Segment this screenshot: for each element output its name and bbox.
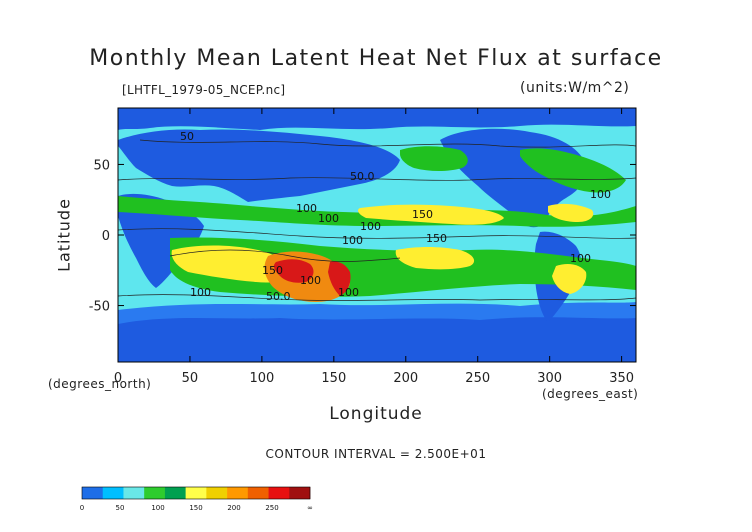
contour-value-label: 150 bbox=[426, 232, 447, 245]
contour-line bbox=[117, 177, 637, 181]
tasman-high-red bbox=[328, 261, 351, 296]
colorbar-swatch bbox=[206, 487, 228, 499]
x-tick-label: 150 bbox=[321, 371, 346, 386]
y-axis-unit-label: (degrees_north) bbox=[48, 377, 152, 391]
arctic-low-region bbox=[118, 108, 636, 130]
x-tick-label: 300 bbox=[537, 371, 562, 386]
contour-line bbox=[139, 139, 637, 148]
contour-line bbox=[117, 228, 637, 239]
southern-ocean-blue-band bbox=[118, 302, 636, 324]
colorbar-frame bbox=[81, 486, 311, 500]
colorbar-swatch bbox=[289, 487, 311, 499]
contour-value-label: 100 bbox=[590, 188, 611, 201]
colorbar-swatch bbox=[185, 487, 207, 499]
south-pacific-yellow bbox=[395, 247, 475, 270]
contour-value-label: 100 bbox=[300, 274, 321, 287]
y-axis-ticks: 50 0 -50 bbox=[89, 158, 636, 315]
colorbar-swatch bbox=[227, 487, 249, 499]
north-atlantic-green bbox=[520, 148, 626, 193]
x-tick-label: 50 bbox=[182, 371, 199, 386]
contour-value-label: 100 bbox=[296, 202, 317, 215]
chart-title: Monthly Mean Latent Heat Net Flux at sur… bbox=[89, 46, 663, 71]
contour-value-label: 100 bbox=[338, 286, 359, 299]
contour-value-label: 100 bbox=[342, 234, 363, 247]
x-tick-label: 200 bbox=[393, 371, 418, 386]
colorbar-level-label: 250 bbox=[265, 504, 278, 512]
colorbar-level-label: 150 bbox=[189, 504, 202, 512]
colorbar-swatch bbox=[82, 487, 104, 499]
contour-value-label: 150 bbox=[412, 208, 433, 221]
contour-value-label: 150 bbox=[262, 264, 283, 277]
colorbar-swatch bbox=[144, 487, 166, 499]
colorbar-level-label: 200 bbox=[227, 504, 240, 512]
colorbar-swatch bbox=[247, 487, 269, 499]
north-pacific-green bbox=[400, 146, 468, 171]
colorbar-swatch bbox=[123, 487, 145, 499]
colorbar-swatch bbox=[164, 487, 186, 499]
map-plot bbox=[117, 107, 637, 363]
x-tick-label: 100 bbox=[249, 371, 274, 386]
antarctic-low-region bbox=[118, 314, 636, 362]
colorbar-level-label: 0 bbox=[80, 504, 84, 512]
west-pacific-yellow bbox=[548, 203, 594, 222]
contour-interval-label: CONTOUR INTERVAL = 2.500E+01 bbox=[265, 447, 487, 461]
north-pacific-yellow bbox=[358, 204, 504, 225]
contour-lines bbox=[117, 139, 637, 301]
x-tick-label: 350 bbox=[609, 371, 634, 386]
australia-high-red bbox=[273, 259, 314, 283]
contour-value-label: 50.0 bbox=[266, 290, 291, 303]
colorbar-level-label: 50 bbox=[116, 504, 125, 512]
file-label: [LHTFL_1979-05_NCEP.nc] bbox=[122, 83, 286, 97]
x-axis-label: Longitude bbox=[329, 404, 423, 424]
x-axis-ticks: 0 50 100 150 200 250 300 350 bbox=[114, 108, 634, 386]
contour-line bbox=[117, 294, 637, 301]
contour-value-label: 100 bbox=[190, 286, 211, 299]
colorbar-swatch bbox=[102, 487, 124, 499]
eurasia-land bbox=[118, 129, 400, 202]
colorbar-level-label: ∞ bbox=[307, 504, 313, 512]
contour-value-label: 100 bbox=[360, 220, 381, 233]
x-tick-label: 0 bbox=[114, 371, 122, 386]
contour-line bbox=[169, 249, 401, 262]
contour-value-label: 100 bbox=[570, 252, 591, 265]
y-tick-label: -50 bbox=[89, 300, 110, 315]
africa-land bbox=[118, 193, 204, 288]
contour-value-label: 50.0 bbox=[350, 170, 375, 183]
y-tick-label: 50 bbox=[93, 158, 110, 173]
x-tick-label: 250 bbox=[465, 371, 490, 386]
y-tick-label: 0 bbox=[102, 229, 110, 244]
x-axis-unit-label: (degrees_east) bbox=[542, 387, 639, 401]
contour-value-label: 100 bbox=[318, 212, 339, 225]
colorbar-swatch bbox=[268, 487, 290, 499]
colorbar: 0 50 100 150 200 250 ∞ bbox=[80, 486, 313, 512]
south-atlantic-yellow bbox=[552, 264, 587, 294]
colorbar-level-label: 100 bbox=[151, 504, 164, 512]
contour-value-label: 50 bbox=[180, 130, 194, 143]
northern-green-band bbox=[118, 196, 636, 227]
units-label: (units:W/m^2) bbox=[520, 80, 630, 96]
